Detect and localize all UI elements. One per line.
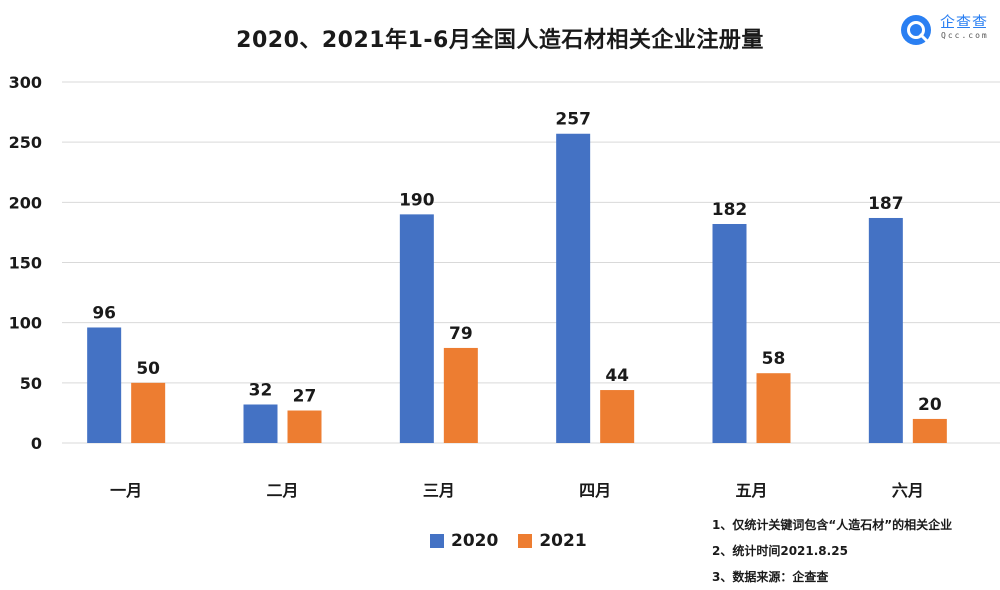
- chart-title: 2020、2021年1-6月全国人造石材相关企业注册量: [236, 28, 764, 53]
- data-label-2021-5: 20: [918, 395, 942, 415]
- x-tick-label-5: 六月: [892, 481, 924, 500]
- y-tick-label-50: 50: [20, 374, 42, 393]
- bar-2021-5: [912, 418, 947, 443]
- data-label-2020-5: 187: [868, 194, 904, 214]
- y-tick-label-100: 100: [9, 314, 42, 333]
- bar-2020-0: [87, 327, 122, 443]
- brand-name: 企查查: [940, 13, 989, 31]
- x-tick-label-0: 一月: [110, 481, 142, 500]
- y-tick-label-300: 300: [9, 73, 42, 92]
- bar-2020-4: [712, 223, 747, 443]
- data-label-2021-2: 79: [449, 324, 473, 344]
- bar-2021-4: [756, 373, 791, 443]
- legend-swatch-2020: [430, 534, 444, 548]
- bar-2021-1: [287, 410, 322, 443]
- y-tick-label-0: 0: [31, 434, 42, 453]
- data-label-2021-3: 44: [605, 366, 629, 386]
- data-label-2020-3: 257: [555, 110, 591, 130]
- footnote-2: 2、统计时间2021.8.25: [712, 544, 848, 558]
- footnotes: 1、仅统计关键词包含“人造石材”的相关企业 2、统计时间2021.8.25 3、…: [712, 512, 952, 590]
- y-tick-label-250: 250: [9, 133, 42, 152]
- data-label-2021-4: 58: [762, 349, 786, 369]
- data-label-2020-1: 32: [249, 380, 273, 400]
- bar-2020-1: [243, 404, 278, 443]
- data-label-2020-2: 190: [399, 190, 435, 210]
- footnote-1: 1、仅统计关键词包含“人造石材”的相关企业: [712, 518, 953, 532]
- legend-item-2020: 2020: [430, 531, 498, 551]
- bar-2020-5: [868, 217, 903, 443]
- data-label-2021-1: 27: [293, 387, 317, 407]
- bar-2021-3: [600, 390, 635, 443]
- bar-2020-2: [399, 214, 434, 443]
- legend-label-2020: 2020: [451, 531, 499, 551]
- legend-swatch-2021: [518, 534, 533, 548]
- brand-logo-icon: [901, 15, 931, 45]
- brand-domain: Qcc.com: [941, 31, 989, 40]
- y-tick-label-150: 150: [9, 254, 42, 273]
- data-label-2020-4: 182: [712, 200, 748, 220]
- bar-2020-3: [556, 133, 591, 443]
- legend-item-2021: 2021: [518, 531, 587, 551]
- footnote-3: 3、数据来源：企查查: [712, 570, 829, 584]
- legend: 2020 2021: [430, 531, 587, 551]
- data-label-2020-0: 96: [92, 303, 116, 323]
- x-tick-label-1: 二月: [266, 481, 298, 500]
- bar-2021-2: [443, 347, 478, 443]
- y-tick-label-200: 200: [9, 193, 42, 212]
- x-tick-label-2: 三月: [423, 481, 455, 500]
- bar-2021-0: [131, 382, 166, 443]
- legend-label-2021: 2021: [539, 531, 587, 551]
- data-label-2021-0: 50: [136, 359, 160, 379]
- x-tick-label-4: 五月: [735, 481, 767, 500]
- x-tick-label-3: 四月: [579, 481, 611, 500]
